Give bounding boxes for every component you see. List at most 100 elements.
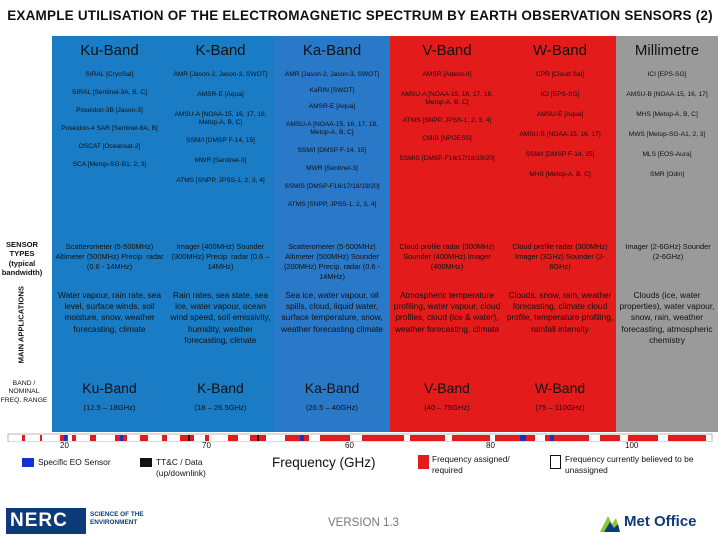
- ka-band-range: (26.5 – 40GHz): [306, 403, 358, 412]
- satellite-entry: ATMS [SNPP, JPSS-1, 2, 3, 4]: [176, 177, 265, 184]
- specific-eo-sensor-label: Specific EO Sensor: [38, 457, 111, 467]
- satellite-entry: AMSU-A [NOAA-15, 16, 17, 18, Metop-A, B,…: [401, 91, 493, 106]
- satellite-entry: AMSR [Adeos-II]: [422, 71, 472, 78]
- millimetre-sensor-types: Imager (2-6GHz) Sounder (2-6GHz): [625, 242, 711, 261]
- satellite-entry: AMR [Jason-2, Jason-3, SWOT]: [284, 71, 380, 78]
- k-band-sensor-types: Imager (400MHz) Sounder (300MHz) Precip.…: [171, 242, 270, 271]
- k-band-satellites: AMR [Jason-2, Jason-3, SWOT] AMSR-E [Aqu…: [170, 66, 271, 185]
- specific-eo-sensor-swatch: [22, 458, 34, 467]
- v-band-column: [390, 36, 504, 432]
- ku-band-sensor-types: Scatterometer (5-500MHz) Altimeter (500M…: [55, 242, 164, 271]
- w-band-satellites: CPR [Cloud Sat] ICI [EPS-SG] AMSU-E [Aqu…: [507, 66, 613, 179]
- k-band-column: [167, 36, 274, 432]
- satellite-entry: ATMS [SNPP, JPSS-1, 2, 3, 4]: [402, 117, 492, 124]
- satellite-entry: KaRIN [SWOT]: [309, 87, 355, 94]
- satellite-entry: AMSU-B [NOAA-15, 16, 17]: [626, 91, 708, 98]
- satellite-entry: MHS [Metop-A, B, C]: [636, 111, 698, 118]
- frequency-unassigned-swatch: [550, 455, 561, 469]
- satellite-entry: AMSU-A [NOAA-15, 16, 17, 18, Metop-A, B,…: [174, 111, 267, 126]
- ka-band-column: [274, 36, 390, 432]
- millimetre-column: [616, 36, 718, 432]
- satellite-entry: SSM/I [DMSP F-14, 15]: [525, 151, 595, 158]
- ku-band-satellites: SIRAL [CryoSat] SIRAL [Sentinel-3A, B, C…: [56, 66, 163, 169]
- satellite-entry: CMIS [NPOESS]: [422, 135, 472, 142]
- satellite-entry: Poseidon-3B [Jason-3]: [76, 107, 143, 114]
- satellite-entry: AMSR-E [Aqua]: [308, 103, 356, 110]
- satellite-entry: AMR [Jason-2, Jason-3, SWOT]: [173, 71, 268, 78]
- axis-tick: 20: [60, 441, 69, 450]
- w-band-sensor-types: Cloud profile radar (300MHz) Imager (3GH…: [512, 242, 608, 271]
- ku-band-header: Ku-Band: [80, 42, 139, 59]
- nerc-logo-mark: [6, 508, 86, 534]
- satellite-entry: ICI [EPS-SG]: [540, 91, 580, 98]
- satellite-entry: AMSU-E [Aqua]: [536, 111, 584, 118]
- v-band-range: (40 – 75GHz): [424, 403, 470, 412]
- ku-band-applications: Water vapour, rain rate, sea level, surf…: [57, 290, 162, 334]
- nerc-logo-subtitle: SCIENCE OF THE ENVIRONMENT: [90, 511, 144, 526]
- ka-band-applications: Sea ice, water vapour, oil spills, cloud…: [281, 290, 383, 334]
- k-band-header: K-Band: [195, 42, 246, 59]
- band-range-label: BAND / NOMINAL FREQ. RANGE: [0, 380, 48, 404]
- k-band-range: (18 – 26.5GHz): [194, 403, 247, 412]
- satellite-entry: AMSR-E [Aqua]: [197, 91, 244, 98]
- frequency-assigned-label: Frequency assigned/ required: [432, 454, 510, 475]
- satellite-entry: OSCAT [Oceansat-2]: [78, 143, 141, 150]
- ka-band-satellites: AMR [Jason-2, Jason-3, SWOT] KaRIN [SWOT…: [276, 66, 388, 209]
- ka-band-sensor-types: Scatterometer (5-500MHz) Altimeter (500M…: [283, 242, 381, 281]
- millimetre-satellites: ICI [EPS-SG] AMSU-B [NOAA-15, 16, 17] MH…: [618, 66, 716, 179]
- satellite-entry: SMR [Odin]: [649, 171, 685, 178]
- ka-band-header: Ka-Band: [302, 42, 362, 59]
- met-office-logo: Met Office: [598, 510, 716, 536]
- satellite-entry: SIRAL [CryoSat]: [85, 71, 134, 78]
- v-band-name: V-Band: [424, 380, 470, 396]
- met-office-logo-mark: [600, 516, 620, 532]
- w-band-column: [504, 36, 616, 432]
- satellite-entry: SSMIS [DMSP-F16/17/18/19/20]: [284, 183, 380, 190]
- axis-tick: 100: [625, 441, 639, 450]
- axis-tick: 60: [345, 441, 354, 450]
- main-applications-label: MAIN APPLICATIONS: [16, 286, 26, 364]
- satellite-entry: SIRAL [Sentinel-3A, B, C]: [72, 89, 147, 96]
- ttc-data-label: TT&C / Data (up/downlink): [156, 457, 206, 478]
- millimetre-applications: Clouds (ice, water properties), water va…: [619, 290, 715, 345]
- k-band-name: K-Band: [197, 380, 244, 396]
- w-band-applications: Clouds, snow, rain, weather forecasting,…: [506, 290, 614, 334]
- satellite-entry: MWS [Metop-SG-A1, 2, 3]: [628, 131, 706, 138]
- axis-tick: 70: [202, 441, 211, 450]
- satellite-entry: SSM/I [DMSP F-14, 15]: [297, 147, 367, 154]
- version-label: VERSION 1.3: [328, 517, 399, 529]
- satellite-entry: Poseidon-4 SAR [Sentinel-6A, B]: [61, 125, 158, 132]
- v-band-satellites: AMSR [Adeos-II] AMSU-A [NOAA-15, 16, 17,…: [394, 66, 500, 163]
- satellite-entry: AMSU-A [NOAA-15, 16, 17, 18, Metop-A, B,…: [286, 121, 378, 136]
- axis-tick: 80: [486, 441, 495, 450]
- ku-band-column: [52, 36, 167, 432]
- w-band-name: W-Band: [534, 380, 586, 396]
- satellite-entry: MLS [EOS-Aura]: [642, 151, 692, 158]
- frequency-assigned-swatch: [418, 455, 429, 469]
- satellite-entry: SCA [Metop-SG-B1, 2, 3]: [72, 161, 147, 168]
- sensor-types-label: SENSOR TYPES (typical bandwidth): [1, 240, 43, 278]
- satellite-entry: ATMS [SNPP, JPSS-1, 2, 3, 4]: [287, 201, 377, 208]
- v-band-header: V-Band: [422, 42, 472, 59]
- satellite-entry: MWR [Sentinel-3]: [194, 157, 247, 164]
- satellite-entry: CPR [Cloud Sat]: [535, 71, 585, 78]
- frequency-unassigned-label: Frequency currently believed to be unass…: [565, 454, 694, 475]
- v-band-applications: Atmospheric temperature profiling, water…: [393, 290, 501, 334]
- satellite-entry: SSMIS [DMSP-F16/17/18/19/20]: [399, 155, 495, 162]
- w-band-header: W-Band: [533, 42, 587, 59]
- ku-band-range: (12.5 – 18GHz): [83, 403, 136, 412]
- page-title: EXAMPLE UTILISATION OF THE ELECTROMAGNET…: [7, 8, 713, 23]
- satellite-entry: MWR [Sentinel-3]: [306, 165, 358, 172]
- satellite-entry: AMSU-B [NOAA-15, 16, 17]: [519, 131, 601, 138]
- k-band-applications: Rain rates, sea state, sea ice, water va…: [170, 290, 271, 345]
- ttc-data-swatch: [140, 458, 152, 467]
- ku-band-name: Ku-Band: [82, 380, 137, 396]
- millimetre-header: Millimetre: [634, 42, 700, 59]
- satellite-entry: ICI [EPS-SG]: [647, 71, 687, 78]
- met-office-logo-text: Met Office: [624, 513, 697, 530]
- w-band-range: (75 – 110GHz): [535, 403, 585, 412]
- v-band-sensor-types: Cloud profile radar (300MHz) Sounder (40…: [399, 242, 495, 271]
- frequency-axis-label: Frequency (GHz): [272, 455, 376, 470]
- ka-band-name: Ka-Band: [304, 380, 360, 396]
- nerc-logo: NERC SCIENCE OF THE ENVIRONMENT: [6, 508, 166, 536]
